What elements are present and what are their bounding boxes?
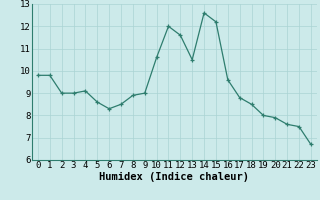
X-axis label: Humidex (Indice chaleur): Humidex (Indice chaleur) xyxy=(100,172,249,182)
